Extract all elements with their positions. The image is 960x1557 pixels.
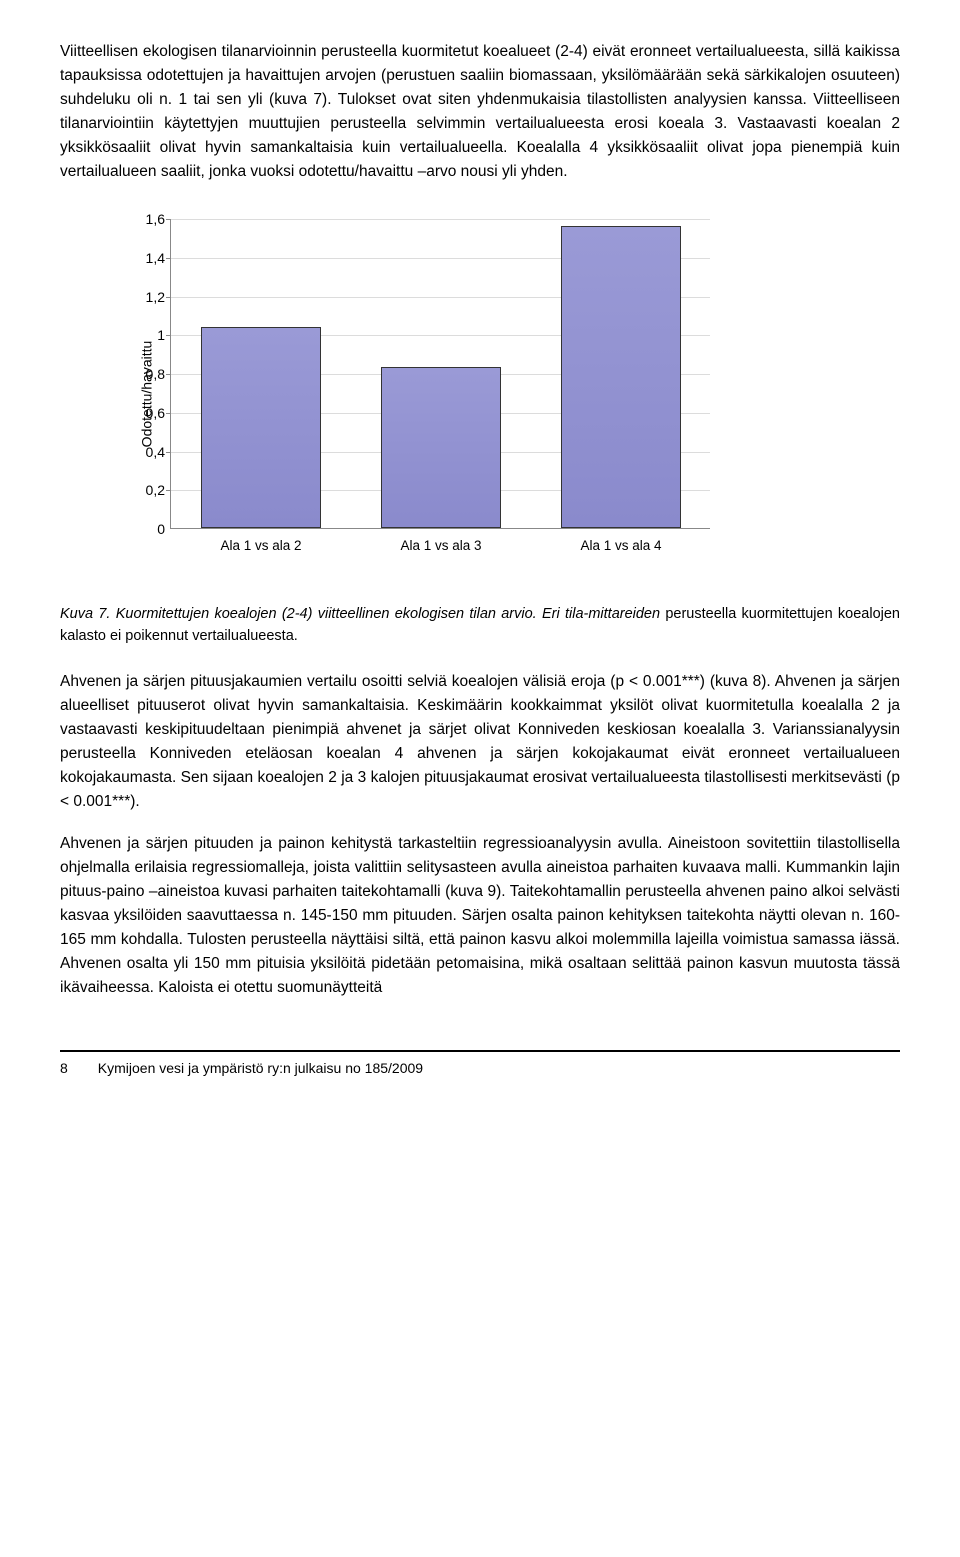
- tick-mark: [166, 297, 171, 298]
- tick-mark: [166, 374, 171, 375]
- y-tick-label: 1,6: [125, 211, 165, 227]
- bar: [381, 367, 501, 528]
- paragraph-2: Ahvenen ja särjen pituusjakaumien vertai…: [60, 670, 900, 814]
- tick-mark: [166, 452, 171, 453]
- tick-mark: [166, 219, 171, 220]
- intro-paragraph: Viitteellisen ekologisen tilanarvioinnin…: [60, 40, 900, 184]
- gridline: [171, 219, 710, 220]
- y-tick-label: 0,2: [125, 482, 165, 498]
- bar: [201, 327, 321, 529]
- y-tick-label: 1,2: [125, 289, 165, 305]
- tick-mark: [166, 490, 171, 491]
- caption-italic: Kuva 7. Kuormitettujen koealojen (2-4) v…: [60, 606, 665, 622]
- x-tick-label: Ala 1 vs ala 2: [191, 538, 331, 553]
- x-tick-label: Ala 1 vs ala 3: [371, 538, 511, 553]
- y-tick-label: 0: [125, 521, 165, 537]
- y-tick-label: 1,4: [125, 250, 165, 266]
- paragraph-3: Ahvenen ja särjen pituuden ja painon keh…: [60, 832, 900, 1000]
- y-tick-label: 0,6: [125, 405, 165, 421]
- tick-mark: [166, 413, 171, 414]
- x-tick-label: Ala 1 vs ala 4: [551, 538, 691, 553]
- tick-mark: [166, 335, 171, 336]
- y-axis-label: Odotettu/havaittu: [138, 341, 154, 448]
- y-tick-label: 0,4: [125, 444, 165, 460]
- bar-chart: Odotettu/havaittu Ala 1 vs ala 2Ala 1 vs…: [110, 209, 730, 579]
- footer-text: Kymijoen vesi ja ympäristö ry:n julkaisu…: [98, 1060, 423, 1076]
- page-number: 8: [60, 1060, 68, 1076]
- plot-area: Ala 1 vs ala 2Ala 1 vs ala 3Ala 1 vs ala…: [170, 219, 710, 529]
- y-tick-label: 0,8: [125, 366, 165, 382]
- page-footer: 8 Kymijoen vesi ja ympäristö ry:n julkai…: [60, 1050, 900, 1076]
- figure-caption: Kuva 7. Kuormitettujen koealojen (2-4) v…: [60, 604, 900, 648]
- bar: [561, 226, 681, 528]
- tick-mark: [166, 258, 171, 259]
- y-tick-label: 1: [125, 327, 165, 343]
